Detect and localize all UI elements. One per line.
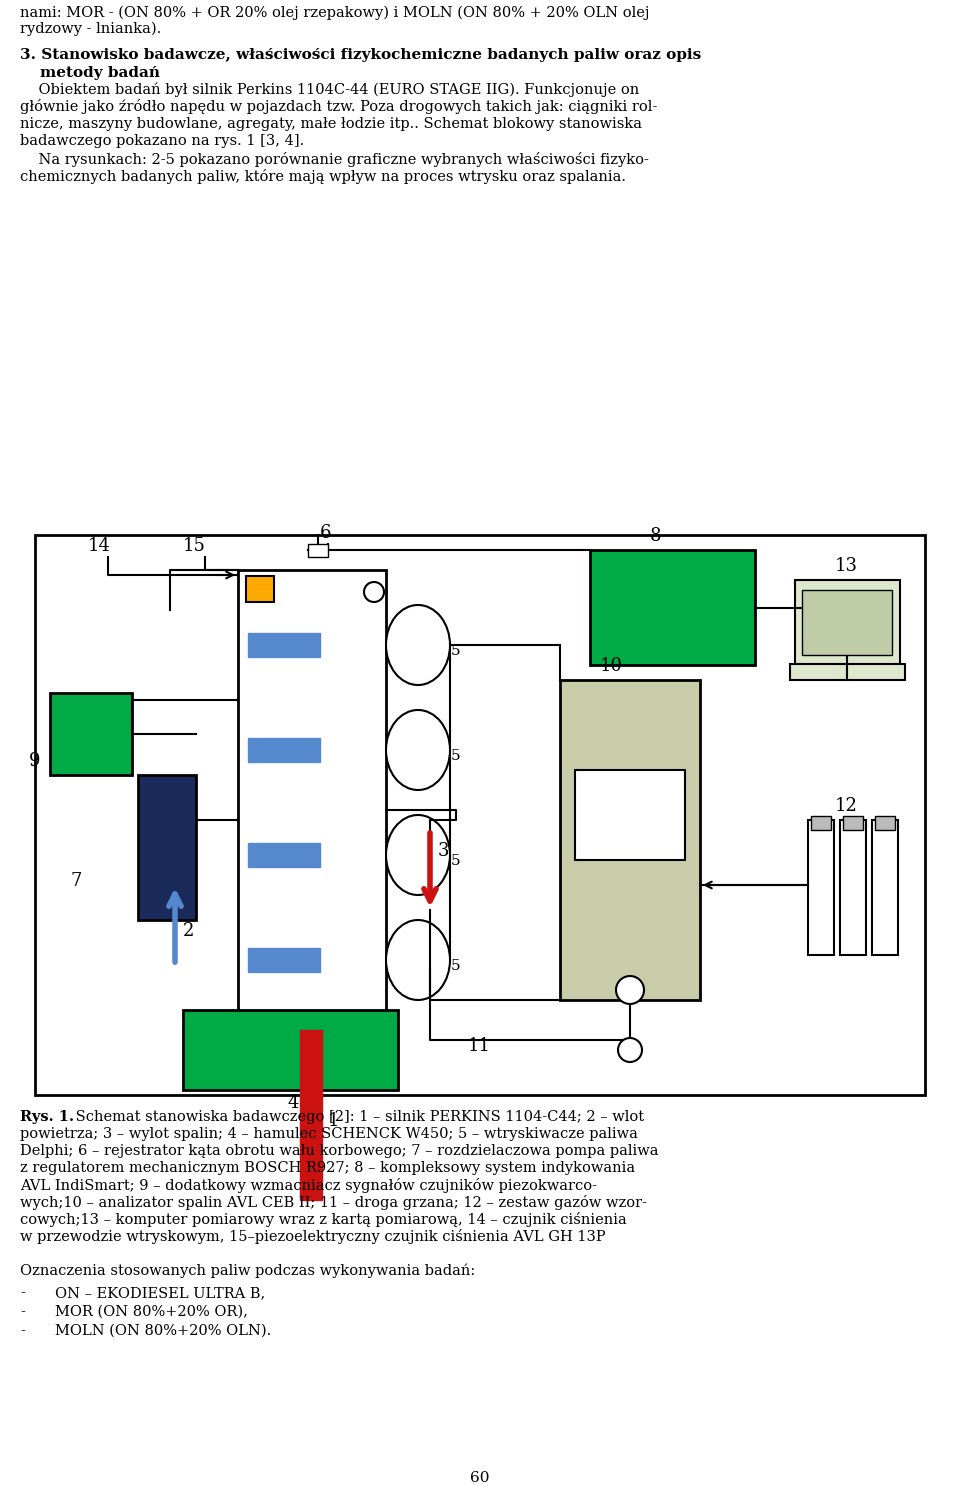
- Text: -: -: [20, 1324, 25, 1338]
- Text: powietrza; 3 – wylot spalin; 4 – hamulec SCHENCK W450; 5 – wtryskiwacze paliwa: powietrza; 3 – wylot spalin; 4 – hamulec…: [20, 1126, 637, 1142]
- Text: 5: 5: [451, 855, 461, 868]
- Bar: [843, 815, 863, 831]
- Bar: [50, 693, 132, 775]
- Bar: [790, 664, 905, 680]
- Text: 5: 5: [451, 643, 461, 658]
- Bar: [575, 770, 685, 861]
- Text: 60: 60: [470, 1471, 490, 1484]
- Text: MOR (ON 80%+20% OR),: MOR (ON 80%+20% OR),: [55, 1305, 248, 1320]
- Text: 10: 10: [600, 657, 623, 675]
- Text: 3. Stanowisko badawcze, właściwości fizykochemiczne badanych paliw oraz opis: 3. Stanowisko badawcze, właściwości fizy…: [20, 48, 701, 62]
- Text: Na rysunkach: 2-5 pokazano porównanie graficzne wybranych właściwości fizyko-: Na rysunkach: 2-5 pokazano porównanie gr…: [20, 153, 649, 168]
- Bar: [590, 550, 755, 664]
- Text: 6: 6: [320, 524, 331, 542]
- Bar: [808, 820, 834, 954]
- Text: 5: 5: [451, 959, 461, 972]
- Text: 3: 3: [438, 843, 449, 861]
- Circle shape: [618, 1037, 642, 1062]
- Text: Delphi; 6 – rejestrator kąta obrotu wału korbowego; 7 – rozdzielaczowa pompa pal: Delphi; 6 – rejestrator kąta obrotu wału…: [20, 1145, 659, 1158]
- Bar: [248, 633, 320, 657]
- Text: Rys. 1.: Rys. 1.: [20, 1110, 74, 1123]
- Text: 2: 2: [183, 923, 194, 941]
- Text: 15: 15: [183, 538, 205, 556]
- Bar: [560, 680, 700, 1000]
- Bar: [138, 775, 196, 920]
- Text: nami: MOR - (ON 80% + OR 20% olej rzepakowy) i MOLN (ON 80% + 20% OLN olej: nami: MOR - (ON 80% + OR 20% olej rzepak…: [20, 6, 650, 20]
- Bar: [246, 575, 274, 602]
- Bar: [300, 1030, 322, 1200]
- Text: nicze, maszyny budowlane, agregaty, małe łodzie itp.. Schemat blokowy stanowiska: nicze, maszyny budowlane, agregaty, małe…: [20, 116, 642, 131]
- Text: 5: 5: [451, 749, 461, 763]
- Text: w przewodzie wtryskowym, 15–piezoelektryczny czujnik ciśnienia AVL GH 13P: w przewodzie wtryskowym, 15–piezoelektry…: [20, 1229, 606, 1244]
- Text: Schemat stanowiska badawczego [2]: 1 – silnik PERKINS 1104-C44; 2 – wlot: Schemat stanowiska badawczego [2]: 1 – s…: [71, 1110, 644, 1123]
- Text: 9: 9: [29, 752, 40, 770]
- Text: głównie jako źródło napędu w pojazdach tzw. Poza drogowych takich jak: ciągniki : głównie jako źródło napędu w pojazdach t…: [20, 100, 658, 113]
- Text: 14: 14: [88, 538, 110, 556]
- Text: 4: 4: [288, 1095, 300, 1111]
- Ellipse shape: [386, 815, 450, 895]
- Text: chemicznych badanych paliw, które mają wpływ na proces wtrysku oraz spalania.: chemicznych badanych paliw, które mają w…: [20, 169, 626, 184]
- Text: MOLN (ON 80%+20% OLN).: MOLN (ON 80%+20% OLN).: [55, 1324, 272, 1338]
- Text: 1: 1: [328, 1111, 340, 1129]
- Circle shape: [616, 975, 644, 1004]
- Bar: [238, 569, 386, 1030]
- Text: wych;10 – analizator spalin AVL CEB II; 11 – droga grzana; 12 – zestaw gazów wzo: wych;10 – analizator spalin AVL CEB II; …: [20, 1194, 647, 1210]
- Bar: [811, 815, 831, 831]
- Ellipse shape: [386, 710, 450, 790]
- Text: metody badań: metody badań: [40, 66, 160, 80]
- Bar: [802, 590, 892, 655]
- Text: 11: 11: [468, 1037, 491, 1055]
- Text: rydzowy - lnianka).: rydzowy - lnianka).: [20, 21, 161, 36]
- Text: Oznaczenia stosowanych paliw podczas wykonywania badań:: Oznaczenia stosowanych paliw podczas wyk…: [20, 1264, 475, 1279]
- Text: 7: 7: [70, 871, 82, 889]
- Bar: [248, 948, 320, 972]
- Bar: [840, 820, 866, 954]
- Bar: [872, 820, 898, 954]
- Ellipse shape: [386, 606, 450, 686]
- Text: cowych;13 – komputer pomiarowy wraz z kartą pomiarową, 14 – czujnik ciśnienia: cowych;13 – komputer pomiarowy wraz z ka…: [20, 1213, 627, 1228]
- Circle shape: [364, 581, 384, 602]
- Text: -: -: [20, 1287, 25, 1300]
- Text: 13: 13: [835, 557, 858, 575]
- Bar: [248, 843, 320, 867]
- Text: badawczego pokazano na rys. 1 [3, 4].: badawczego pokazano na rys. 1 [3, 4].: [20, 134, 304, 148]
- Bar: [795, 580, 900, 664]
- Text: ON – EKODIESEL ULTRA B,: ON – EKODIESEL ULTRA B,: [55, 1287, 265, 1300]
- Bar: [183, 1010, 398, 1090]
- Bar: [248, 738, 320, 763]
- Bar: [875, 815, 895, 831]
- Text: Obiektem badań był silnik Perkins 1104C-44 (EURO STAGE IIG). Funkcjonuje on: Obiektem badań był silnik Perkins 1104C-…: [20, 83, 639, 97]
- Text: 8: 8: [650, 527, 661, 545]
- Bar: [35, 535, 925, 1095]
- Text: z regulatorem mechanicznym BOSCH R927; 8 – kompleksowy system indykowania: z regulatorem mechanicznym BOSCH R927; 8…: [20, 1161, 636, 1175]
- Ellipse shape: [386, 920, 450, 1000]
- Bar: [308, 544, 328, 557]
- Text: AVL IndiSmart; 9 – dodatkowy wzmacniacz sygnałów czujników piezokwarco-: AVL IndiSmart; 9 – dodatkowy wzmacniacz …: [20, 1178, 597, 1193]
- Text: 12: 12: [835, 797, 858, 815]
- Text: -: -: [20, 1305, 25, 1320]
